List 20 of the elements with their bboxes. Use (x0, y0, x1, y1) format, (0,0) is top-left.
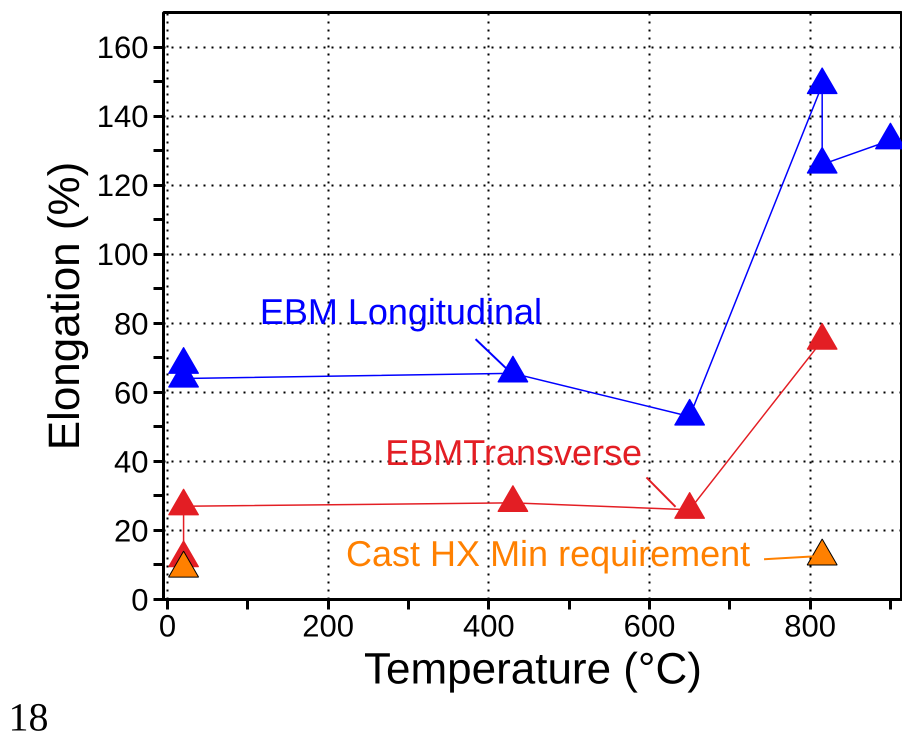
y-tick-label: 20 (114, 513, 149, 548)
annotation: EBM Longitudinal (260, 290, 542, 332)
y-tick-label: 80 (114, 306, 149, 342)
y-tick-label: 160 (96, 30, 149, 66)
x-axis-title: Temperature (°C) (364, 644, 702, 694)
annotation: EBMTransverse (385, 432, 642, 474)
x-tick-label: 0 (158, 608, 176, 644)
y-tick-label: 0 (131, 582, 149, 618)
y-tick-label: 60 (114, 375, 149, 410)
x-tick-label: 600 (624, 608, 676, 644)
y-tick-label: 140 (96, 99, 149, 134)
x-tick-label: 400 (462, 608, 515, 644)
text: 18 (8, 694, 48, 735)
y-tick-label: 100 (96, 237, 149, 272)
y-tick-label: 40 (114, 444, 149, 480)
y-tick-label: 120 (96, 168, 149, 204)
x-tick-label: 200 (302, 608, 354, 644)
annotation: Cast HX Min requirement (346, 532, 750, 574)
y-axis-title: Elongation (%) (40, 162, 89, 450)
x-tick-label: 800 (784, 608, 836, 644)
